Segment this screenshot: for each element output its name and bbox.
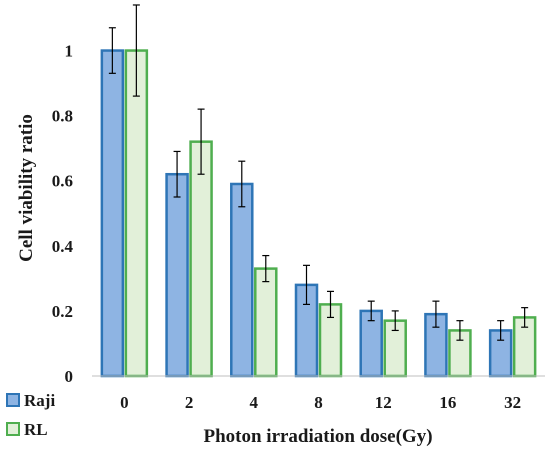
y-tick-label: 0.4	[52, 237, 74, 256]
x-tick-label: 2	[185, 393, 194, 412]
legend: Raji RL	[6, 391, 55, 439]
bar-raji-2	[165, 172, 189, 378]
bar-rl-0	[124, 49, 149, 378]
y-tick-label: 0.2	[52, 302, 73, 321]
y-tick-label: 0.6	[52, 172, 73, 191]
bar-raji-4	[230, 182, 254, 378]
y-tick-label: 1	[65, 42, 74, 61]
y-tick-label: 0	[65, 367, 74, 386]
y-axis-title: Cell viability ratio	[16, 114, 37, 262]
y-tick-label: 0.8	[52, 107, 73, 126]
error-bars	[108, 4, 529, 341]
bar-rl-2	[189, 140, 213, 378]
x-tick-label: 12	[375, 393, 392, 412]
x-tick-label: 4	[250, 393, 259, 412]
x-tick-label: 16	[439, 393, 456, 412]
bars	[100, 49, 537, 378]
legend-swatch-rl	[6, 422, 20, 436]
x-axis-title: Photon irradiation dose(Gy)	[203, 426, 432, 447]
legend-label-raji: Raji	[24, 391, 55, 410]
legend-label-rl: RL	[24, 420, 48, 439]
bar-rl-4	[254, 267, 278, 378]
x-tick-label: 8	[314, 393, 323, 412]
bar-raji-0	[100, 49, 125, 378]
x-tick-label: 32	[504, 393, 521, 412]
legend-swatch-raji	[6, 393, 20, 407]
x-axis-ticks: 0 2 4 8 12 16 32	[120, 393, 521, 412]
x-tick-label: 0	[120, 393, 129, 412]
y-axis-ticks: 0 0.2 0.4 0.6 0.8 1	[52, 42, 74, 386]
